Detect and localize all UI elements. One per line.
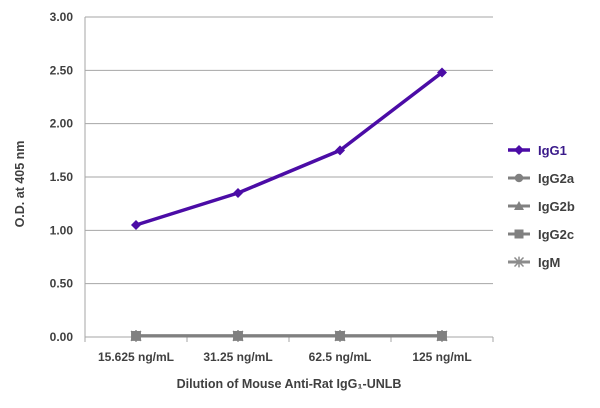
legend-label-igm: IgM xyxy=(538,255,560,270)
y-tick-label: 2.50 xyxy=(50,63,74,77)
legend-label-igg2c: IgG2c xyxy=(538,227,574,242)
legend-swatch-marker xyxy=(514,173,524,183)
data-point-igg2a xyxy=(233,331,243,341)
series-line-igg1 xyxy=(135,71,444,227)
legend-swatch-marker xyxy=(514,145,524,155)
x-tick-label: 15.625 ng/mL xyxy=(98,350,174,364)
legend-item-igg2a: IgG2a xyxy=(508,171,575,186)
data-point-igg1 xyxy=(233,188,243,198)
data-point-igg2a xyxy=(335,331,345,341)
series-igg1 xyxy=(131,67,447,230)
legend-label-igg1: IgG1 xyxy=(538,143,567,158)
legend-item-igg2c: IgG2c xyxy=(508,227,574,242)
y-tick-label: 3.00 xyxy=(50,10,74,24)
data-point-igg1 xyxy=(335,145,345,156)
x-tick-label: 125 ng/mL xyxy=(412,350,471,364)
x-tick-label: 31.25 ng/mL xyxy=(203,350,272,364)
legend: IgG1 IgG2a IgG2b IgG2c IgM xyxy=(508,143,575,270)
series-group xyxy=(130,67,448,342)
y-tick-label: 1.00 xyxy=(50,223,74,237)
legend-swatch-marker xyxy=(514,229,524,239)
y-tick-label: 1.50 xyxy=(50,170,74,184)
legend-item-igg2b: IgG2b xyxy=(508,199,575,214)
legend-swatch-marker xyxy=(514,201,524,210)
data-point-igg2a xyxy=(437,331,447,341)
y-tick-label: 2.00 xyxy=(50,117,74,131)
y-tick-label: 0.00 xyxy=(50,330,74,344)
legend-label-igg2a: IgG2a xyxy=(538,171,575,186)
x-axis: 15.625 ng/mL 31.25 ng/mL 62.5 ng/mL 125 ng/… xyxy=(84,336,494,364)
legend-item-igg1: IgG1 xyxy=(508,143,567,158)
data-point-igg1 xyxy=(437,67,447,78)
y-axis: 0.00 0.50 1.00 1.50 2.00 2.50 3.00 xyxy=(50,10,86,344)
data-point-igg2a xyxy=(131,331,141,341)
x-axis-title: Dilution of Mouse Anti-Rat IgG₁-UNLB xyxy=(177,377,402,391)
legend-label-igg2b: IgG2b xyxy=(538,199,575,214)
y-tick-label: 0.50 xyxy=(50,277,74,291)
data-point-igg1 xyxy=(131,220,141,230)
gridlines xyxy=(85,16,493,338)
x-tick-label: 62.5 ng/mL xyxy=(309,350,372,364)
legend-swatch-marker xyxy=(513,256,525,268)
y-axis-title: O.D. at 405 nm xyxy=(13,141,27,228)
series-igg2a xyxy=(131,331,447,341)
legend-item-igm: IgM xyxy=(508,255,560,270)
